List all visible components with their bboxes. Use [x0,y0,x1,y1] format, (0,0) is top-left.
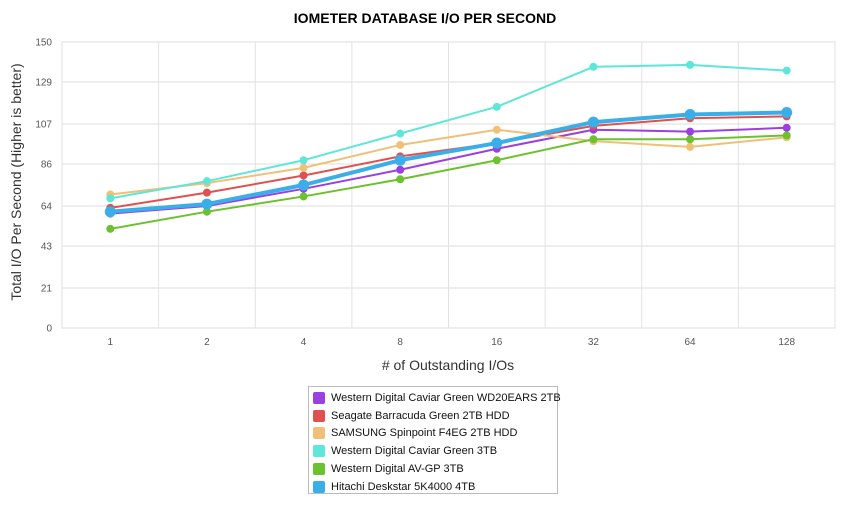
data-point [492,125,501,134]
x-tick-label: 8 [397,337,403,348]
legend-label: Seagate Barracuda Green 2TB HDD [331,409,510,422]
legend-swatch [313,391,325,404]
y-tick-label: 0 [46,324,52,335]
grid [61,41,836,329]
y-tick-labels: 0 21 43 64 86 107 129 150 [35,38,52,335]
data-point [396,165,405,174]
legend-swatch [313,480,325,493]
data-point [394,154,406,166]
series-line [110,128,787,196]
data-point [686,142,695,151]
data-point [396,129,405,138]
series-line [110,134,787,230]
x-tick-labels: 1 2 4 8 16 32 64 128 [108,337,796,348]
data-point [202,188,211,197]
series-lines [104,60,793,233]
legend-swatch [313,463,325,476]
data-point [299,192,308,201]
data-point [299,171,308,180]
y-tick-label: 129 [35,78,52,89]
data-point [782,131,791,140]
legend-item: Hitachi Deskstar 5K4000 4TB [313,478,553,496]
y-tick-label: 21 [41,283,53,294]
x-tick-label: 64 [685,337,697,348]
data-point [299,163,308,172]
y-tick-label: 150 [35,38,52,49]
data-point [106,224,115,233]
data-point [686,60,695,69]
data-point [299,156,308,165]
y-tick-label: 43 [41,242,53,253]
legend-label: Hitachi Deskstar 5K4000 4TB [331,480,476,493]
x-axis-title: # of Outstanding I/Os [382,357,514,373]
data-point [106,194,115,203]
data-point [492,102,501,111]
data-point [396,175,405,184]
legend-label: SAMSUNG Spinpoint F4EG 2TB HDD [331,427,518,440]
data-point [491,137,503,149]
y-tick-label: 107 [35,119,52,130]
x-tick-label: 128 [778,337,795,348]
data-point [684,108,696,120]
data-point [589,135,598,144]
series-5 [106,131,791,233]
data-point [686,135,695,144]
data-point [201,198,213,210]
series-line [110,63,787,200]
legend-item: Seagate Barracuda Green 2TB HDD [313,407,553,425]
chart-title: IOMETER DATABASE I/O PER SECOND [294,10,556,26]
data-point [782,66,791,75]
x-tick-label: 1 [108,337,114,348]
data-point [782,123,791,132]
data-point [104,206,116,218]
legend-swatch [313,409,325,422]
data-point [587,116,599,128]
x-tick-label: 2 [204,337,210,348]
legend-item: SAMSUNG Spinpoint F4EG 2TB HDD [313,425,553,443]
legend-label: Western Digital Caviar Green WD20EARS 2T… [331,391,561,404]
data-point [589,62,598,71]
legend-item: Western Digital Caviar Green WD20EARS 2T… [313,389,561,407]
series-4 [106,60,791,203]
series-line [110,126,787,215]
legend-swatch [313,427,325,440]
data-point [686,127,695,136]
data-point [202,177,211,186]
legend-item: Western Digital Caviar Green 3TB [313,442,553,460]
legend-label: Western Digital AV-GP 3TB [331,463,464,476]
x-tick-label: 4 [301,337,307,348]
data-point [396,140,405,149]
y-tick-label: 86 [41,160,53,171]
y-axis-title: Total I/O Per Second (Higher is better) [8,63,24,300]
legend-swatch [313,445,325,458]
series-line [110,110,787,214]
data-point [202,207,211,216]
series-6 [104,107,793,218]
y-tick-label: 64 [41,201,53,212]
legend: Western Digital Caviar Green WD20EARS 2T… [308,386,561,496]
legend-item: Western Digital AV-GP 3TB [313,460,553,478]
x-tick-label: 32 [588,337,600,348]
data-point [298,179,310,191]
x-tick-label: 16 [491,337,503,348]
legend-label: Western Digital Caviar Green 3TB [331,445,498,458]
data-point [492,156,501,165]
data-point [781,107,793,119]
